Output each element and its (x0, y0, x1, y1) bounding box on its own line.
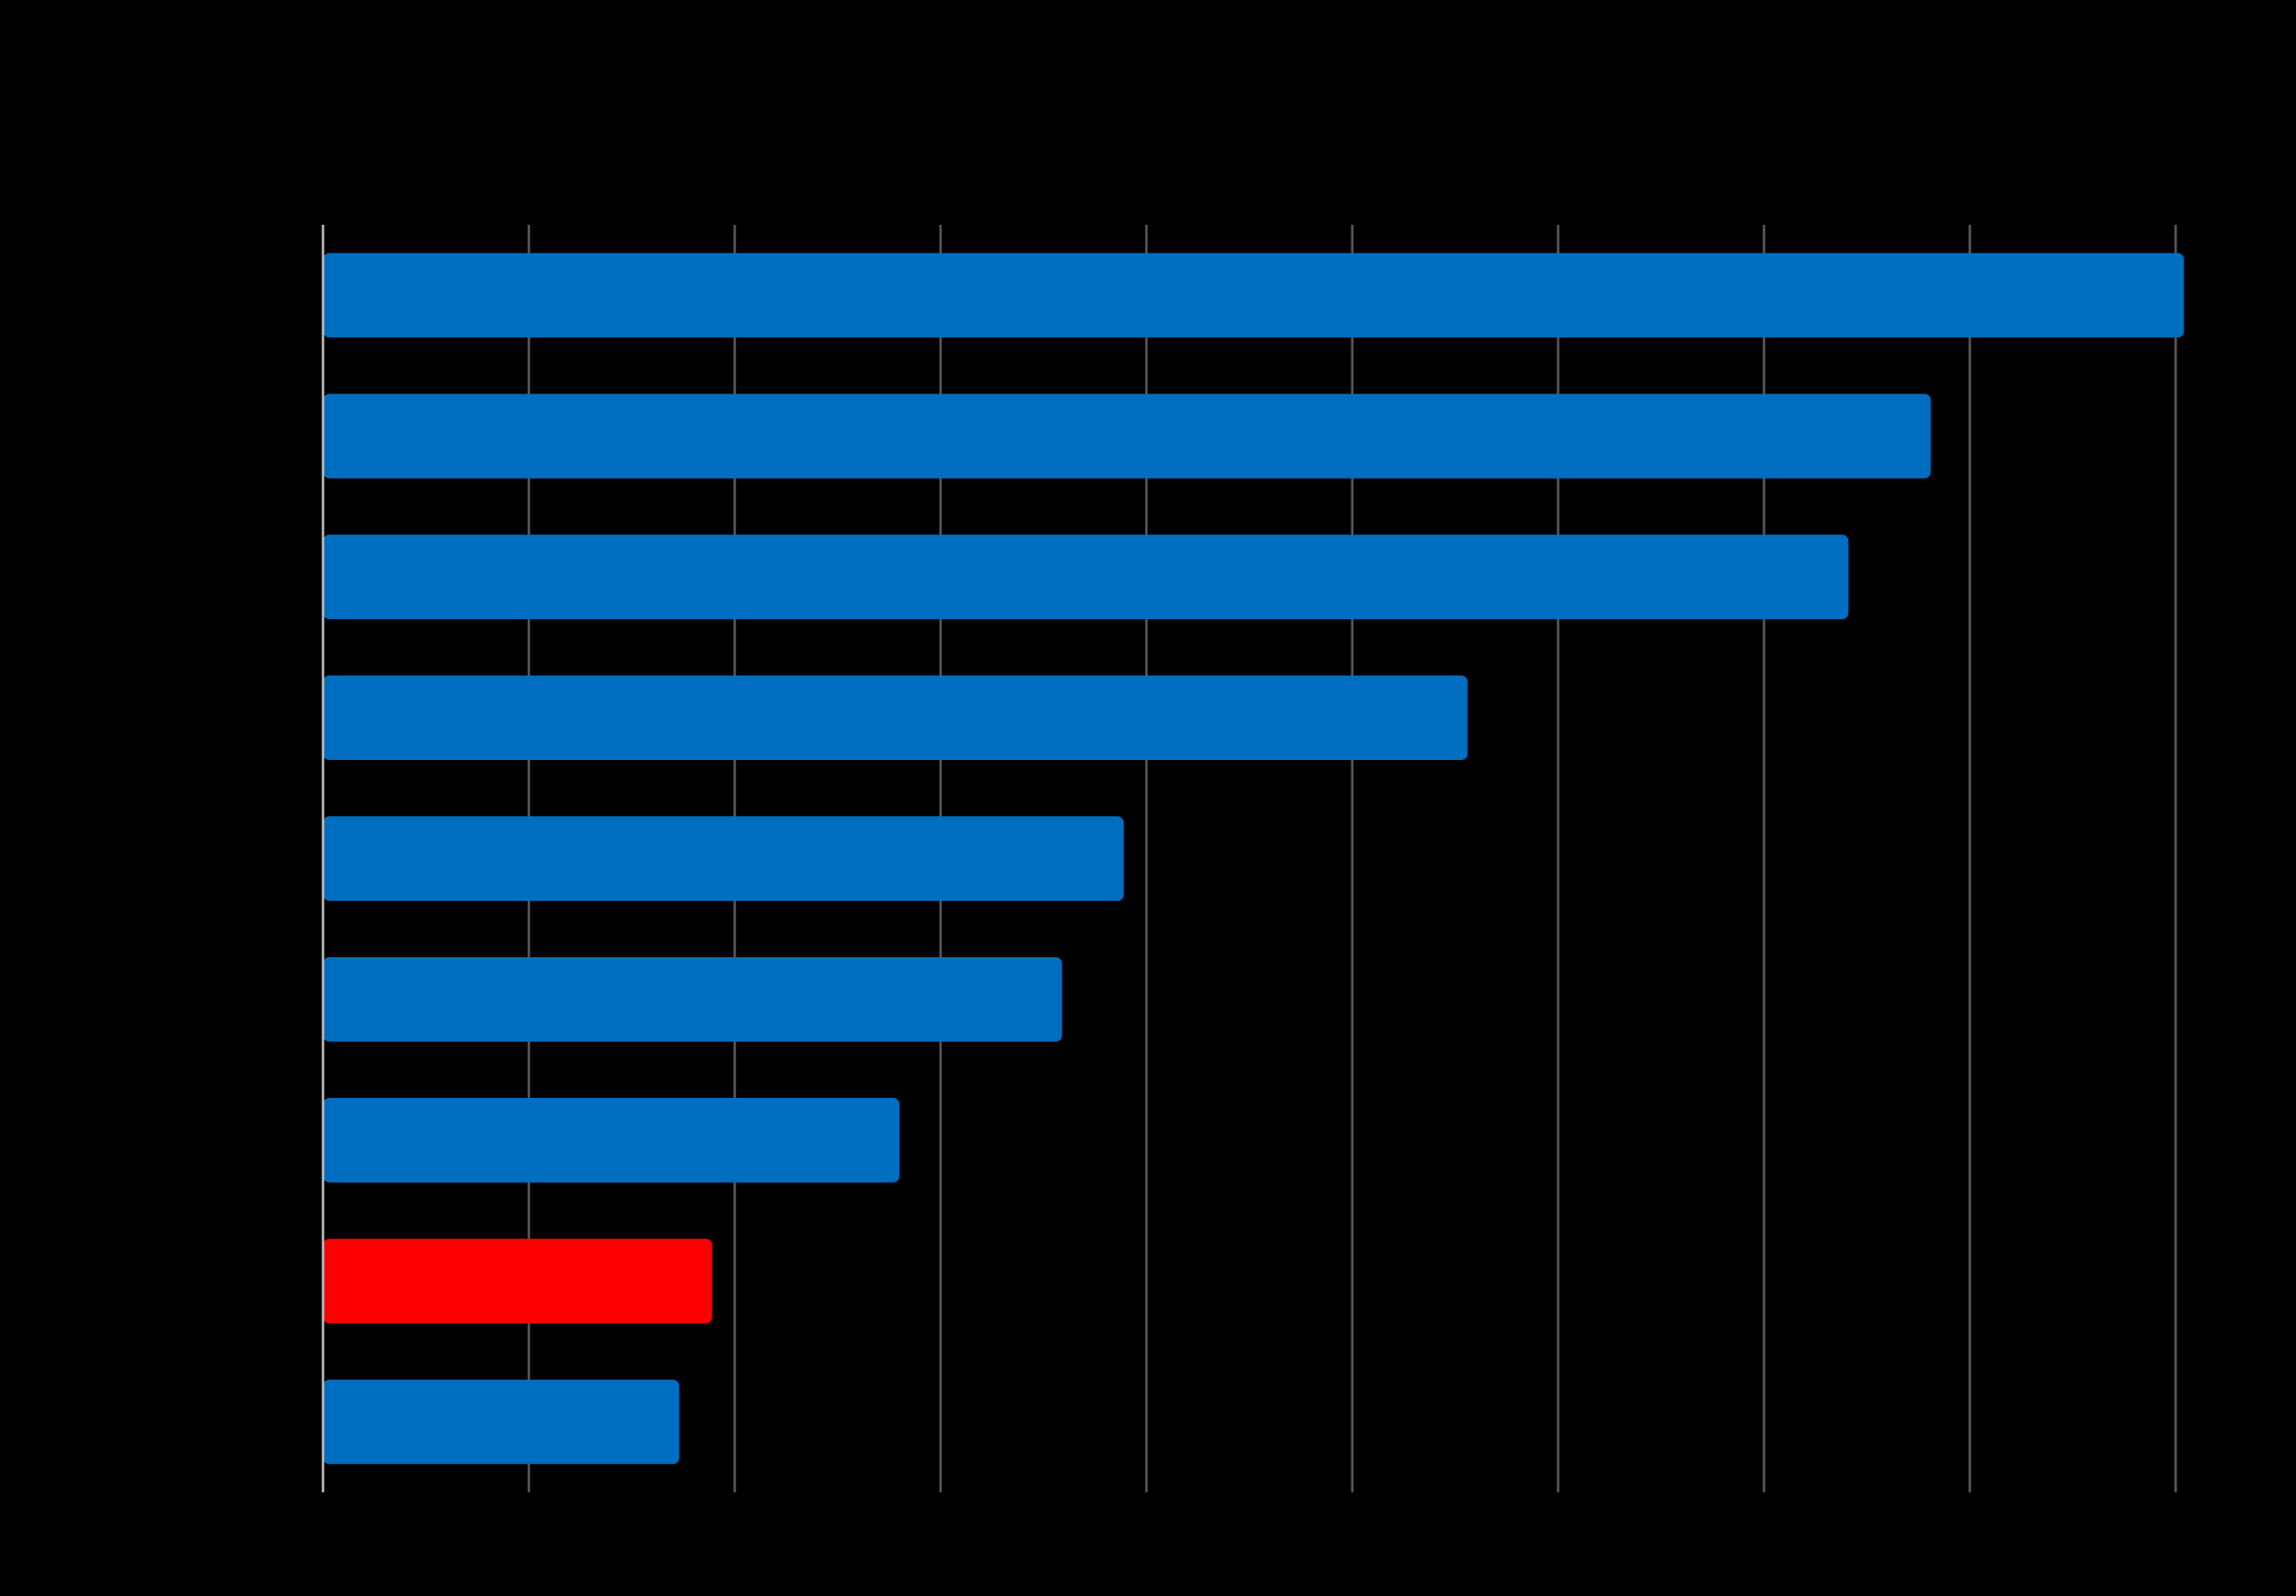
bar (323, 1097, 899, 1183)
bars (323, 253, 2184, 1465)
bar (323, 253, 2184, 338)
bar (323, 1379, 679, 1465)
bar (323, 534, 1849, 620)
bar (323, 393, 1931, 479)
bar (323, 1238, 713, 1324)
bar (323, 675, 1468, 760)
bar (323, 957, 1062, 1042)
bar (323, 816, 1124, 901)
